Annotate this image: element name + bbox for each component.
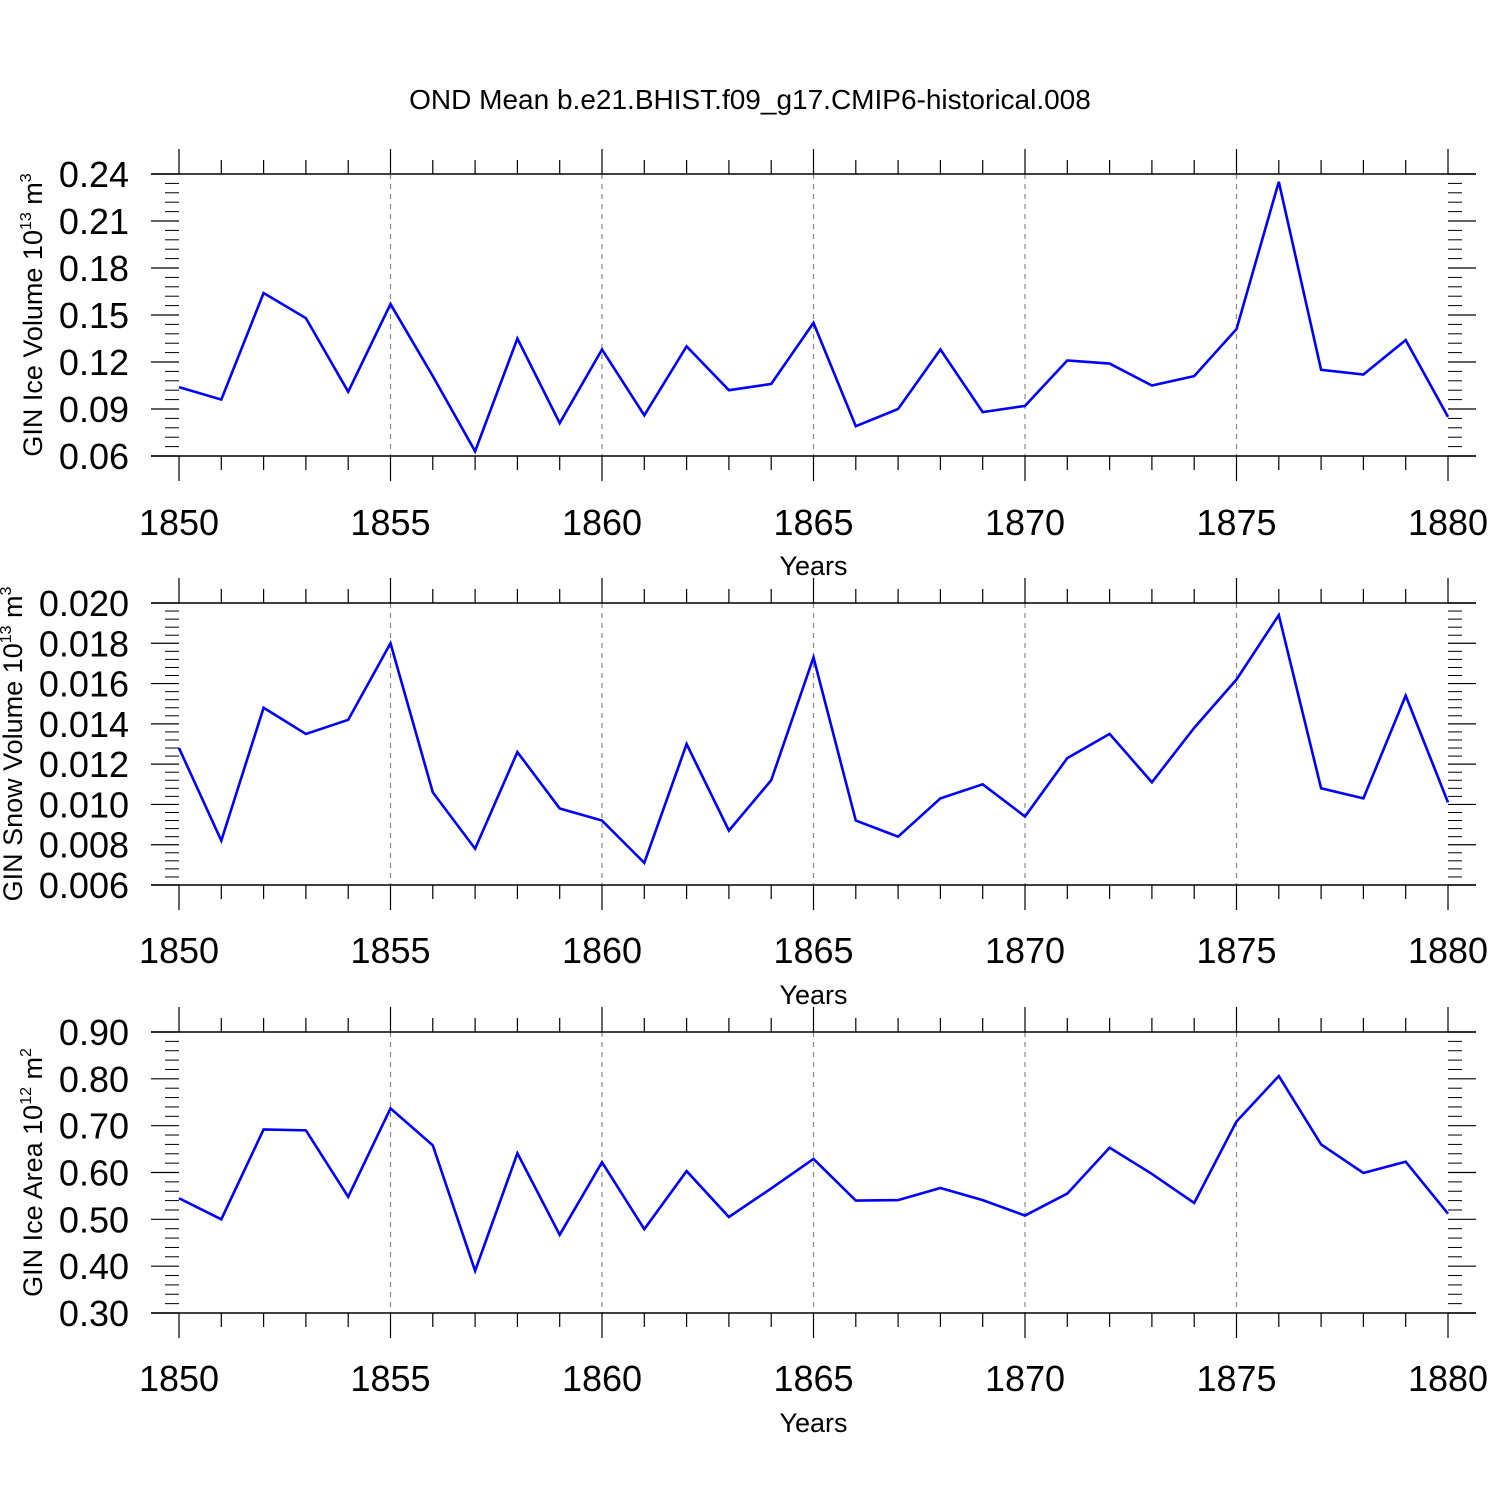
x-tick-label: 1855: [350, 502, 430, 543]
panel-3: 0.30 0.40 0.50 0.60 0.70 0.80 0.90 1850 1855 1860…: [18, 1007, 1488, 1438]
y-tick-label: 0.008: [39, 825, 129, 866]
y-tick-label: 0.016: [39, 664, 129, 705]
y-tick-label: 0.012: [39, 744, 129, 785]
x-tick-label: 1865: [773, 1358, 853, 1399]
x-axis-title: Years: [779, 551, 847, 581]
x-tick-label: 1875: [1196, 502, 1276, 543]
y-axis-title: GIN Snow Volume 1013 m3: [0, 586, 28, 901]
y-tick-label: 0.24: [59, 154, 129, 195]
y-tick-label: 0.90: [59, 1012, 129, 1053]
y-tick-label: 0.010: [39, 784, 129, 825]
y-tick-label: 0.60: [59, 1153, 129, 1194]
panel-1: 0.06 0.09 0.12 0.15 0.18 0.21 0.24 1850 1855 1860…: [18, 149, 1488, 581]
y-tick-label: 0.18: [59, 248, 129, 289]
y-tick-label: 0.70: [59, 1106, 129, 1147]
y-tick-label: 0.020: [39, 583, 129, 624]
x-tick-label: 1860: [562, 502, 642, 543]
x-tick-label: 1855: [350, 1358, 430, 1399]
y-axis-title: GIN Ice Volume 1013 m3: [18, 173, 48, 456]
y-tick-label: 0.014: [39, 704, 129, 745]
panel-2: 0.0060.0080.0100.0120.0140.0160.0180.020…: [0, 578, 1488, 1010]
y-tick-label: 0.40: [59, 1246, 129, 1287]
y-tick-label: 0.06: [59, 436, 129, 477]
x-tick-label: 1875: [1196, 1358, 1276, 1399]
x-tick-label: 1850: [139, 930, 219, 971]
x-tick-label: 1850: [139, 1358, 219, 1399]
x-tick-label: 1870: [985, 1358, 1065, 1399]
x-tick-label: 1860: [562, 1358, 642, 1399]
y-axis-title: GIN Ice Area 1012 m2: [18, 1048, 48, 1297]
x-tick-label: 1850: [139, 502, 219, 543]
x-tick-label: 1870: [985, 930, 1065, 971]
y-tick-label: 0.006: [39, 865, 129, 906]
figure-title: OND Mean b.e21.BHIST.f09_g17.CMIP6-histo…: [409, 84, 1091, 115]
x-axis-title: Years: [779, 1408, 847, 1438]
y-tick-label: 0.21: [59, 201, 129, 242]
x-tick-label: 1880: [1408, 930, 1488, 971]
y-tick-label: 0.50: [59, 1199, 129, 1240]
y-tick-label: 0.09: [59, 389, 129, 430]
x-tick-label: 1865: [773, 502, 853, 543]
y-tick-label: 0.12: [59, 342, 129, 383]
y-tick-label: 0.30: [59, 1293, 129, 1334]
y-tick-label: 0.80: [59, 1059, 129, 1100]
x-axis-title: Years: [779, 980, 847, 1010]
x-tick-label: 1880: [1408, 502, 1488, 543]
x-tick-label: 1875: [1196, 930, 1276, 971]
x-tick-label: 1880: [1408, 1358, 1488, 1399]
x-tick-label: 1870: [985, 502, 1065, 543]
y-tick-label: 0.018: [39, 623, 129, 664]
x-tick-label: 1855: [350, 930, 430, 971]
x-tick-label: 1865: [773, 930, 853, 971]
y-tick-label: 0.15: [59, 295, 129, 336]
x-tick-label: 1860: [562, 930, 642, 971]
